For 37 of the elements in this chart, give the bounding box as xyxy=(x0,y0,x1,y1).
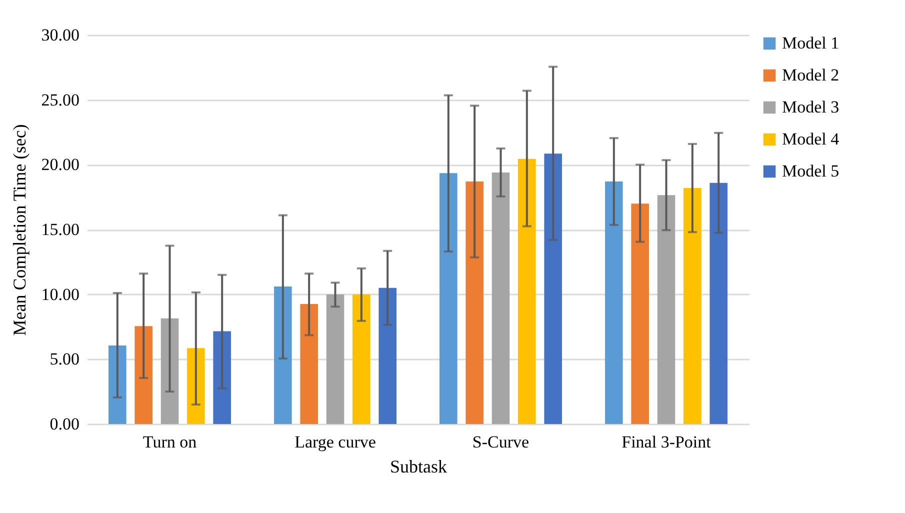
bar xyxy=(440,173,458,424)
bar xyxy=(492,172,510,424)
y-tick-label: 5.00 xyxy=(50,350,80,369)
bar xyxy=(544,154,562,424)
bar xyxy=(657,195,676,424)
bar xyxy=(134,326,152,424)
bar xyxy=(352,294,370,424)
y-tick-label: 15.00 xyxy=(41,220,80,239)
bar xyxy=(274,286,292,424)
legend-label: Model 2 xyxy=(782,66,840,84)
bar xyxy=(710,182,728,424)
x-tick-label: Turn on xyxy=(142,432,198,452)
x-tick-label: Final 3-Point xyxy=(622,432,712,452)
legend-label: Model 3 xyxy=(782,98,840,116)
bar xyxy=(300,304,318,424)
bar xyxy=(213,331,231,424)
legend-label: Model 4 xyxy=(782,130,840,148)
x-tick-label: Large curve xyxy=(294,432,376,452)
bar xyxy=(684,188,702,424)
bar xyxy=(518,158,536,424)
legend-label: Model 5 xyxy=(782,162,840,180)
bar xyxy=(378,288,396,424)
bar xyxy=(605,182,623,424)
x-tick-label: S-Curve xyxy=(472,432,530,452)
y-axis-title: Mean Completion Time (sec) xyxy=(9,124,30,336)
bar xyxy=(326,294,344,424)
bar xyxy=(466,182,484,424)
y-tick-label: 20.00 xyxy=(41,155,80,174)
bar xyxy=(631,204,649,424)
y-tick-label: 25.00 xyxy=(41,90,80,110)
x-axis-title: Subtask xyxy=(390,456,448,476)
bar xyxy=(187,348,205,424)
y-tick-label: 30.00 xyxy=(41,26,80,44)
y-tick-label: 10.00 xyxy=(41,284,80,304)
y-tick-label: 0.00 xyxy=(50,414,80,434)
legend-label: Model 1 xyxy=(782,34,840,52)
bar xyxy=(108,346,126,424)
